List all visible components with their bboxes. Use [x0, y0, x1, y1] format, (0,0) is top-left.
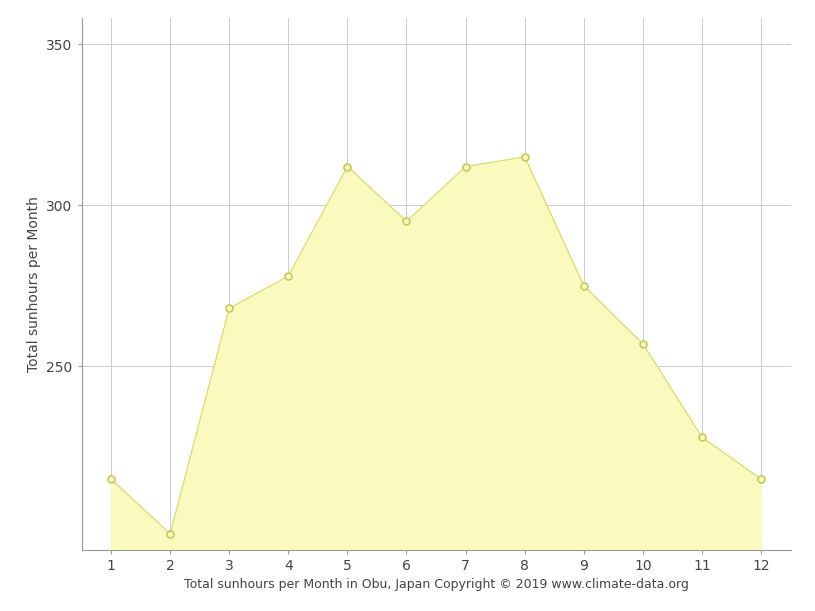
- Y-axis label: Total sunhours per Month: Total sunhours per Month: [27, 196, 41, 372]
- X-axis label: Total sunhours per Month in Obu, Japan Copyright © 2019 www.climate-data.org: Total sunhours per Month in Obu, Japan C…: [183, 579, 689, 591]
